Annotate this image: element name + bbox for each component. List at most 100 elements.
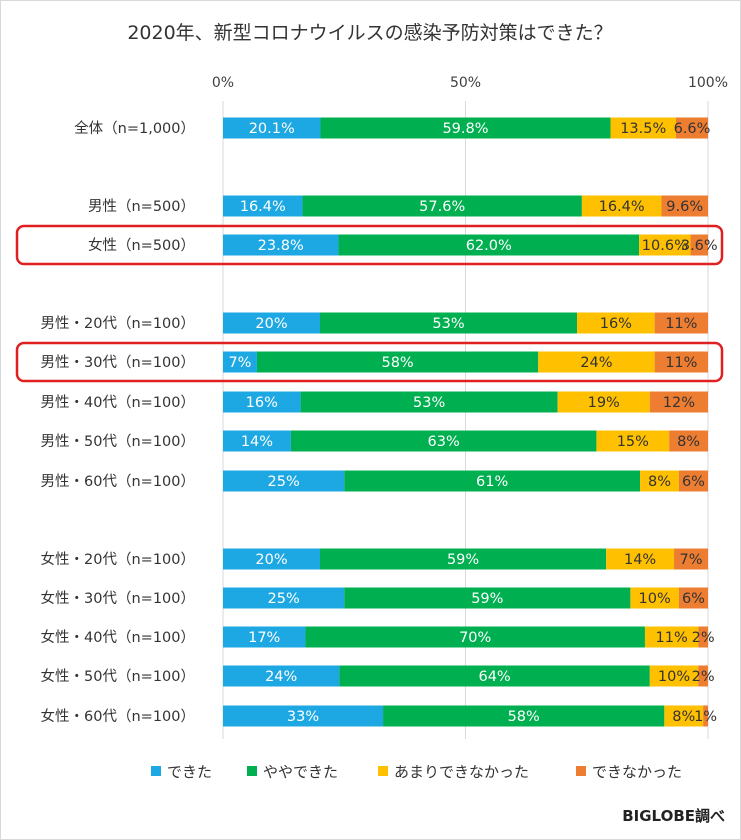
category-labels: 全体（n=1,000） 男性（n=500） 女性（n=500） 男性・20代（n=10… [41, 119, 195, 725]
bar-segment [290, 430, 597, 452]
data-label: 53% [432, 316, 464, 332]
data-label: 2% [692, 630, 715, 646]
data-label: 7% [228, 355, 251, 371]
category-label: 男性・20代（n=100） [41, 315, 195, 332]
category-label: 女性・40代（n=100） [41, 628, 195, 646]
bar-segment [300, 391, 558, 413]
data-label: 17% [248, 630, 280, 646]
data-label: 13.5% [620, 121, 666, 137]
bar-segment [557, 391, 650, 413]
bar-segment [606, 548, 675, 570]
highlight-boxes [15, 224, 724, 383]
bar-segment [577, 312, 655, 334]
bar-segment [649, 665, 699, 687]
bar-segment [223, 705, 384, 727]
bar-segment [674, 548, 708, 570]
data-label: 53% [413, 395, 445, 411]
legend-label: ややできた [263, 763, 338, 781]
chart-title: 2020年、新型コロナウイルスの感染予防対策はできた？ [127, 22, 612, 44]
data-label: 15% [617, 434, 649, 450]
bar-segment [223, 470, 345, 492]
bar-segment [223, 312, 320, 334]
data-label: 2% [692, 669, 715, 685]
data-label: 57.6% [419, 199, 465, 215]
bar-segment [654, 351, 708, 373]
data-label: 8% [648, 474, 671, 490]
bar-segment [610, 117, 676, 139]
bar-segment [223, 351, 257, 373]
data-label: 19% [588, 395, 620, 411]
bar-segment [305, 626, 645, 648]
bar-segment [344, 470, 641, 492]
data-label: 58% [381, 355, 413, 371]
highlight-box [15, 341, 724, 383]
bar-segment [320, 312, 578, 334]
bar-segment [320, 117, 611, 139]
bars: 20.1% 59.8% 13.5% 6.6% 16.4% 57.6% 16.4% 9.6% 23… [223, 117, 718, 727]
data-label: 7% [680, 552, 703, 568]
data-label: 61% [476, 474, 508, 490]
data-label: 59.8% [442, 121, 488, 137]
bar-segment [302, 195, 582, 217]
bar-segment [649, 391, 708, 413]
bar-segment [223, 548, 320, 570]
data-label: 11% [665, 316, 697, 332]
legend-label: できた [167, 763, 212, 781]
bar-segment [678, 470, 708, 492]
category-label: 男性（n=500） [88, 198, 195, 215]
bar-segment [223, 626, 306, 648]
data-label: 14% [241, 434, 273, 450]
data-label: 16% [600, 316, 632, 332]
data-label: 25% [268, 474, 300, 490]
x-axis-ticks: 0% 50% 100% [212, 75, 728, 91]
data-label: 8% [672, 709, 695, 725]
data-label: 11% [656, 630, 688, 646]
data-label: 20% [255, 316, 287, 332]
legend-label: あまりできなかった [394, 763, 529, 781]
category-label: 女性（n=500） [88, 236, 195, 254]
category-label: 女性・60代（n=100） [41, 707, 195, 725]
category-label: 女性・20代（n=100） [41, 550, 195, 568]
bar-segment [654, 312, 708, 334]
data-label: 6% [682, 474, 705, 490]
data-label: 23.8% [258, 238, 304, 254]
bar-segment [690, 234, 708, 256]
data-label: 16.4% [240, 199, 286, 215]
data-label: 6% [682, 591, 705, 607]
legend-swatch [151, 766, 161, 776]
category-label: 男性・30代（n=100） [41, 354, 195, 371]
bar-segment [675, 117, 708, 139]
category-label: 男性・60代（n=100） [41, 473, 195, 490]
bar-segment [383, 705, 665, 727]
bar-segment [223, 430, 291, 452]
data-label: 12% [663, 395, 695, 411]
x-tick-label: 50% [450, 75, 481, 91]
legend-swatch [576, 766, 586, 776]
data-label: 63% [428, 434, 460, 450]
data-label: 64% [478, 669, 510, 685]
bar-segment [678, 587, 708, 609]
bar-segment [661, 195, 708, 217]
bar-segment [223, 195, 303, 217]
bar-segment [223, 391, 301, 413]
bar-segment [581, 195, 662, 217]
bar-segment [339, 665, 650, 687]
highlight-box [15, 224, 724, 266]
bar-segment [223, 234, 339, 256]
bar-segment [639, 234, 691, 256]
category-label: 女性・50代（n=100） [41, 667, 195, 685]
bar-segment [669, 430, 708, 452]
data-label: 16.4% [599, 199, 645, 215]
legend-swatch [378, 766, 388, 776]
data-label: 11% [665, 355, 697, 371]
bar-segment [698, 626, 708, 648]
data-label: 9.6% [666, 199, 703, 215]
data-label: 24% [580, 355, 612, 371]
bar-segment [344, 587, 631, 609]
bar-segment [320, 548, 607, 570]
data-label: 24% [265, 669, 297, 685]
data-label: 33% [287, 709, 319, 725]
bar-segment [630, 587, 679, 609]
source-note: BIGLOBE調べ [622, 807, 725, 825]
